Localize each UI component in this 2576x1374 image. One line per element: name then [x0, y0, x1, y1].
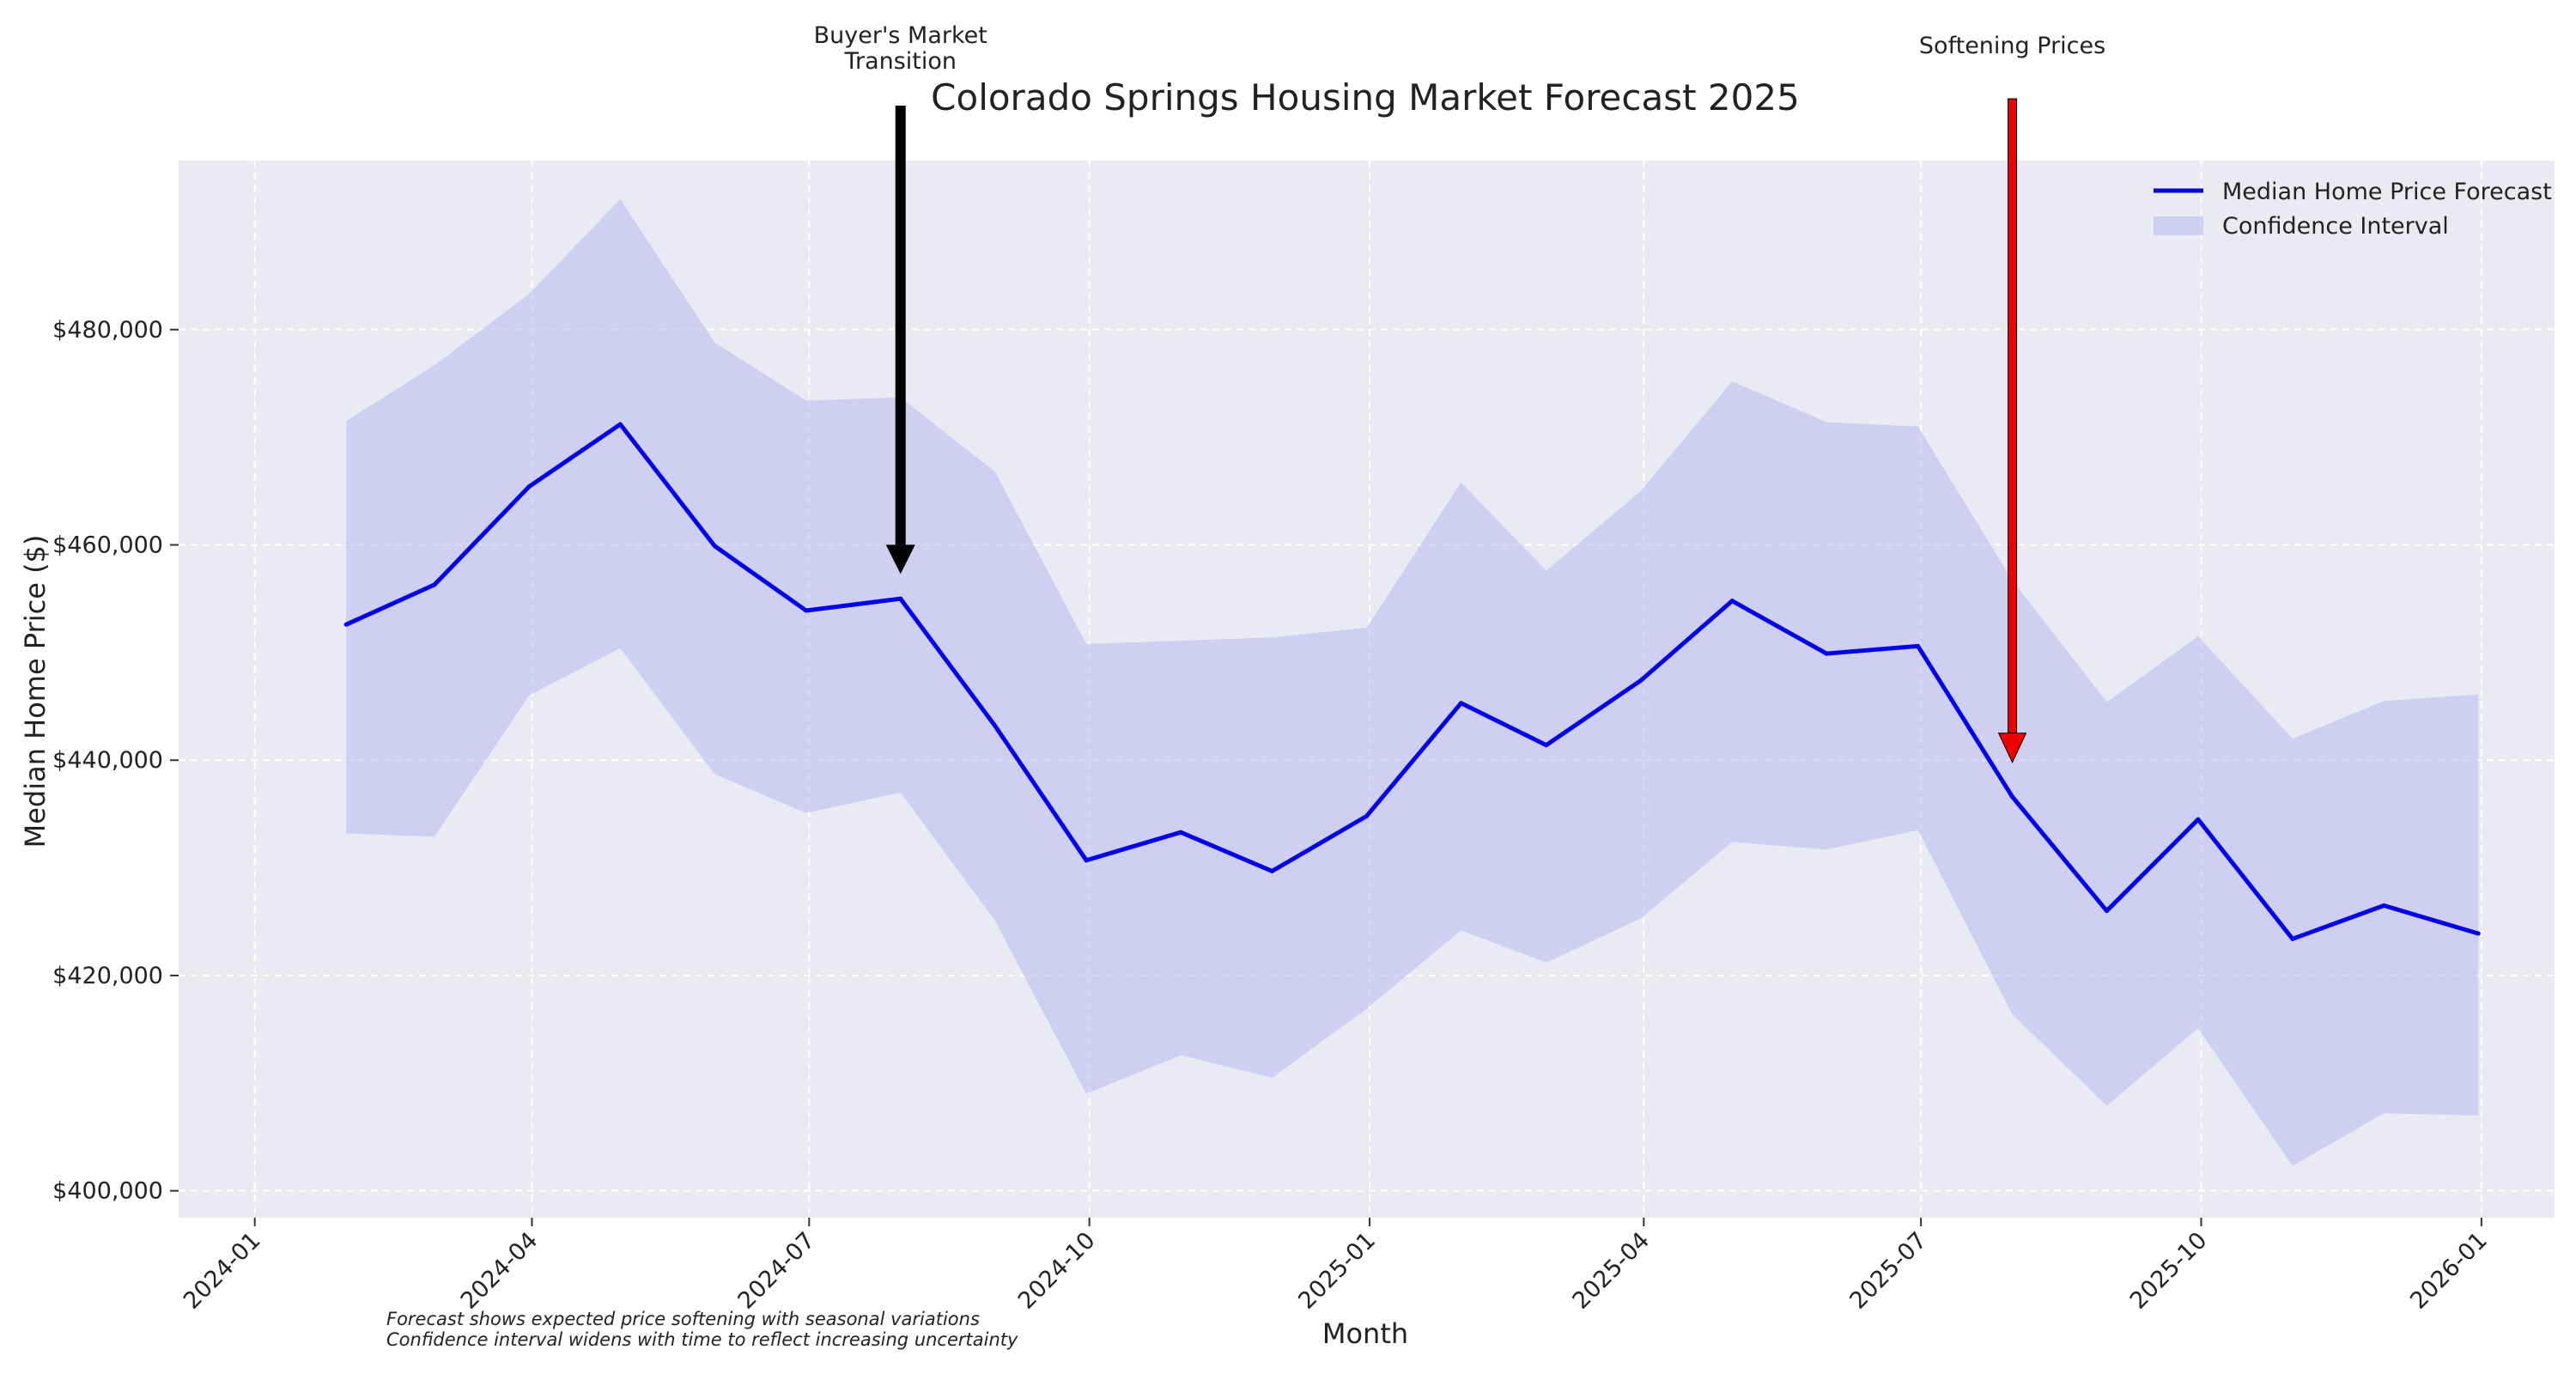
y-tick-label: $420,000: [52, 963, 163, 989]
median-price-point: [712, 544, 717, 549]
legend-band-swatch: [2154, 216, 2203, 235]
legend: Median Home Price Forecast Confidence Int…: [2154, 179, 2552, 240]
median-price-point: [1824, 651, 1829, 656]
x-tick-label: 2025-01: [1293, 1227, 1381, 1315]
forecast-line-layer: [343, 422, 2481, 941]
median-price-point: [1729, 599, 1735, 604]
annotation-arrow-head: [1997, 733, 2027, 763]
median-price-line: [345, 422, 2480, 941]
x-tick-label: 2025-10: [2125, 1227, 2213, 1315]
x-tick-label: 2025-04: [1568, 1227, 1656, 1315]
median-price-point: [1916, 643, 1921, 648]
y-axis-ticks: $400,000 $420,000 $440,000 $460,000 $480,000: [52, 317, 179, 1205]
annotation-label: Buyer's Market: [814, 22, 987, 49]
median-price-point: [1364, 813, 1369, 818]
confidence-band-layer: [346, 199, 2479, 1166]
median-price-point: [1178, 830, 1183, 835]
median-price-point: [2381, 903, 2386, 908]
median-price-point: [804, 608, 809, 613]
x-tick-label: 2024-01: [179, 1227, 266, 1315]
annotation-label: Transition: [843, 48, 957, 75]
x-axis-ticks: 2024-01 2024-04 2024-07 2024-10 2025-01 2025-…: [179, 1218, 2493, 1315]
y-tick-label: $400,000: [52, 1178, 163, 1205]
footnote-line-2: Confidence interval widens with time to …: [386, 1329, 1018, 1350]
median-price-point: [2290, 936, 2295, 941]
footnote-line-1: Forecast shows expected price softening …: [386, 1309, 980, 1329]
chart-title: Colorado Springs Housing Market Forecast…: [931, 76, 1800, 119]
median-price-point: [2010, 794, 2015, 799]
annotation-label: Softening Prices: [1919, 33, 2105, 59]
median-price-point: [1458, 701, 1463, 706]
median-price-point: [1270, 868, 1275, 873]
y-tick-label: $480,000: [52, 317, 163, 344]
annotation-arrow-shaft: [2008, 98, 2018, 734]
median-price-point: [432, 582, 437, 587]
legend-entry-forecast: Median Home Price Forecast: [2222, 179, 2552, 205]
median-price-point: [2105, 909, 2110, 914]
y-tick-label: $440,000: [52, 747, 163, 774]
x-tick-label: 2025-07: [1844, 1227, 1932, 1315]
x-tick-label: 2024-04: [456, 1227, 544, 1315]
x-tick-label: 2024-07: [733, 1227, 821, 1315]
median-price-point: [1544, 743, 1549, 748]
y-axis-label: Median Home Price ($): [19, 535, 52, 848]
median-price-point: [1638, 678, 1643, 683]
median-price-point: [2196, 817, 2201, 822]
median-price-point: [2476, 931, 2481, 936]
annotation-arrow-shaft: [895, 106, 906, 545]
legend-entry-confidence: Confidence Interval: [2222, 213, 2449, 240]
x-axis-label: Month: [1322, 1317, 1408, 1350]
median-price-point: [898, 596, 903, 601]
confidence-interval-band: [346, 199, 2479, 1166]
median-price-point: [1084, 858, 1089, 863]
median-price-point: [526, 484, 532, 489]
x-tick-label: 2026-01: [2405, 1227, 2493, 1315]
median-price-point: [343, 622, 349, 627]
y-tick-label: $460,000: [52, 532, 163, 559]
median-price-point: [617, 422, 623, 427]
median-price-point: [993, 723, 998, 728]
annotation-arrow-head: [885, 544, 915, 575]
x-tick-label: 2024-10: [1013, 1227, 1101, 1315]
